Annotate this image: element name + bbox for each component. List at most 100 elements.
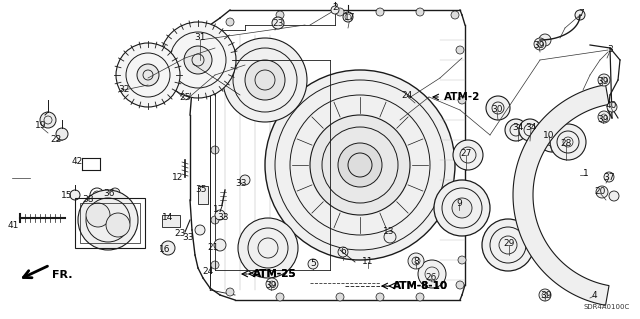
Circle shape xyxy=(70,190,80,200)
Circle shape xyxy=(245,60,285,100)
Circle shape xyxy=(482,219,534,271)
Text: 39: 39 xyxy=(597,78,609,86)
Bar xyxy=(162,215,180,227)
Circle shape xyxy=(116,43,180,107)
Circle shape xyxy=(78,190,138,250)
Circle shape xyxy=(266,278,278,290)
Circle shape xyxy=(456,46,464,54)
Text: 35: 35 xyxy=(195,186,207,195)
Text: 4: 4 xyxy=(591,291,597,300)
Circle shape xyxy=(265,70,455,260)
Text: 2: 2 xyxy=(332,4,338,12)
Circle shape xyxy=(416,8,424,16)
Circle shape xyxy=(416,293,424,301)
Text: 24: 24 xyxy=(202,268,214,277)
Circle shape xyxy=(451,11,459,19)
Circle shape xyxy=(137,64,159,86)
Circle shape xyxy=(276,293,284,301)
Text: 23: 23 xyxy=(272,19,284,27)
Circle shape xyxy=(596,186,608,198)
Circle shape xyxy=(226,288,234,296)
Circle shape xyxy=(160,22,236,98)
Text: ATM-25: ATM-25 xyxy=(253,269,296,279)
Text: ATM-8-10: ATM-8-10 xyxy=(393,281,448,291)
Text: SDR4A0100C: SDR4A0100C xyxy=(584,304,630,310)
Text: 37: 37 xyxy=(604,173,615,182)
Text: 17: 17 xyxy=(344,12,356,21)
Circle shape xyxy=(211,76,219,84)
Circle shape xyxy=(539,34,551,46)
Circle shape xyxy=(310,115,410,215)
Text: 33: 33 xyxy=(236,179,247,188)
Text: 39: 39 xyxy=(533,41,545,49)
Circle shape xyxy=(434,180,490,236)
Text: 12: 12 xyxy=(172,174,184,182)
Circle shape xyxy=(376,293,384,301)
Text: FR.: FR. xyxy=(52,270,72,280)
Circle shape xyxy=(338,247,348,257)
Text: 39: 39 xyxy=(597,115,609,123)
Circle shape xyxy=(376,8,384,16)
Text: 30: 30 xyxy=(492,106,503,115)
Circle shape xyxy=(538,124,566,152)
Circle shape xyxy=(110,188,120,198)
Circle shape xyxy=(211,146,219,154)
Circle shape xyxy=(308,259,318,269)
Circle shape xyxy=(384,231,396,243)
Circle shape xyxy=(456,281,464,289)
Text: 13: 13 xyxy=(383,227,395,236)
Text: 34: 34 xyxy=(525,123,537,132)
Text: 11: 11 xyxy=(362,256,374,265)
Circle shape xyxy=(240,175,250,185)
Text: 34: 34 xyxy=(512,123,524,132)
Text: 14: 14 xyxy=(163,213,173,222)
Circle shape xyxy=(550,124,586,160)
Circle shape xyxy=(211,216,219,224)
Text: 27: 27 xyxy=(460,150,472,159)
Text: 32: 32 xyxy=(118,85,130,93)
Circle shape xyxy=(458,96,466,104)
Circle shape xyxy=(56,128,68,140)
Circle shape xyxy=(40,112,56,128)
Circle shape xyxy=(272,17,284,29)
Circle shape xyxy=(238,218,298,278)
Bar xyxy=(80,203,140,243)
Text: ATM-8-10: ATM-8-10 xyxy=(393,281,448,291)
Circle shape xyxy=(486,96,510,120)
Circle shape xyxy=(276,11,284,19)
Text: 33: 33 xyxy=(217,212,228,221)
Circle shape xyxy=(336,8,344,16)
Text: 31: 31 xyxy=(195,33,205,42)
Text: 19: 19 xyxy=(35,122,47,130)
Text: 41: 41 xyxy=(7,220,19,229)
Text: 28: 28 xyxy=(560,138,572,147)
Polygon shape xyxy=(513,85,609,305)
Text: 1: 1 xyxy=(583,169,589,179)
Circle shape xyxy=(458,196,466,204)
Circle shape xyxy=(86,203,110,227)
Text: 38: 38 xyxy=(83,196,93,204)
Circle shape xyxy=(184,46,212,74)
Text: 10: 10 xyxy=(543,130,555,139)
Circle shape xyxy=(343,12,353,22)
Text: 20: 20 xyxy=(595,188,605,197)
Text: 40: 40 xyxy=(605,101,617,110)
Circle shape xyxy=(106,213,130,237)
Circle shape xyxy=(575,10,585,20)
Text: 8: 8 xyxy=(413,256,419,265)
Circle shape xyxy=(161,241,175,255)
Circle shape xyxy=(519,119,541,141)
Circle shape xyxy=(598,111,610,123)
Bar xyxy=(75,198,145,248)
Circle shape xyxy=(336,293,344,301)
Text: 23: 23 xyxy=(174,229,186,239)
Text: 22: 22 xyxy=(51,135,61,144)
Text: 29: 29 xyxy=(503,240,515,249)
Circle shape xyxy=(598,74,610,86)
Circle shape xyxy=(338,143,382,187)
Text: 26: 26 xyxy=(426,273,436,283)
Text: 16: 16 xyxy=(159,244,171,254)
Text: 36: 36 xyxy=(103,189,115,198)
Text: 33: 33 xyxy=(182,233,194,241)
Circle shape xyxy=(418,260,446,288)
